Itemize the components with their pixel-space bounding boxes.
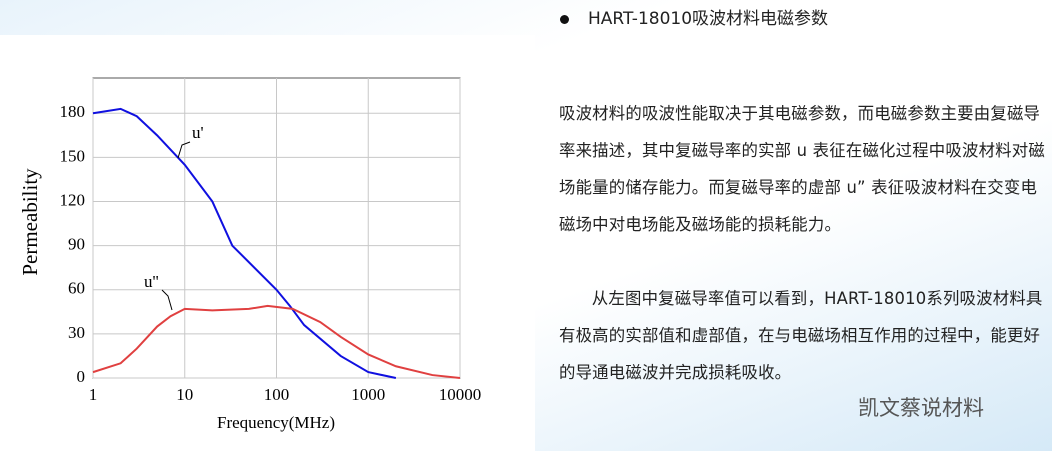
x-tick-label: 10000	[439, 385, 482, 404]
y-tick-label: 90	[68, 235, 85, 254]
series-label: u'	[192, 123, 204, 142]
x-tick-label: 1	[89, 385, 98, 404]
paragraph: 从左图中复磁导率值可以看到，HART-18010系列吸波材料具有极高的实部值和虚…	[559, 289, 1043, 382]
series-label: u''	[144, 272, 159, 291]
y-tick-label: 120	[60, 190, 86, 209]
x-tick-label: 1000	[351, 385, 385, 404]
paragraph: 吸波材料的吸波性能取决于其电磁参数，而电磁参数主要由复磁导率来描述，其中复磁导率…	[559, 104, 1045, 234]
heading-text: HART-18010吸波材料电磁参数	[588, 9, 829, 29]
y-tick-label: 30	[68, 323, 85, 342]
leader-line	[177, 141, 191, 159]
y-tick-label: 0	[77, 367, 86, 386]
line	[92, 304, 461, 379]
chart-panel	[0, 35, 535, 451]
watermark: 凯文蔡说材料	[858, 396, 984, 420]
line	[92, 107, 397, 379]
y-tick-label: 150	[60, 146, 86, 165]
chart: Frequency(MHz) Permeability 0 30 60 90 120 15…	[18, 77, 482, 432]
y-tick-label: 180	[60, 102, 86, 121]
leader-line	[161, 289, 173, 311]
heading: HART-18010吸波材料电磁参数	[560, 6, 862, 32]
x-tick-label: 10	[176, 385, 193, 404]
x-tick-label: 100	[264, 385, 290, 404]
x-axis-label: Frequency(MHz)	[217, 413, 335, 432]
y-tick-label: 60	[68, 279, 85, 298]
y-axis-label: Permeability	[18, 168, 42, 276]
